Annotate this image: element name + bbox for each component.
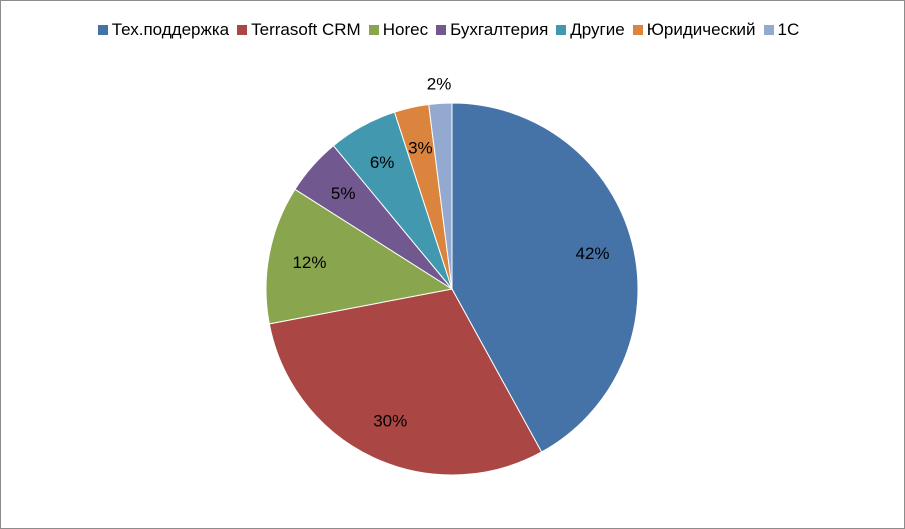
legend-swatch: [763, 25, 774, 35]
legend-label: Бухгалтерия: [450, 20, 549, 39]
data-label: 30%: [373, 411, 407, 430]
data-label: 6%: [370, 153, 395, 172]
pie-slice: [451, 102, 639, 453]
legend-swatch: [97, 25, 108, 35]
legend-label: Тех.поддержка: [111, 20, 230, 39]
data-label: 5%: [331, 184, 356, 203]
legend-item: Другие: [556, 20, 625, 40]
legend-label: 1С: [777, 20, 800, 39]
legend-item: Terrasoft CRM: [237, 20, 361, 40]
legend-item: 1С: [763, 20, 800, 40]
legend-label: Terrasoft CRM: [251, 20, 361, 39]
legend-item: Тех.поддержка: [97, 20, 230, 40]
legend-label: Другие: [570, 20, 625, 39]
legend-swatch: [368, 25, 379, 35]
data-label: 3%: [408, 138, 433, 157]
legend-label: Horec: [382, 20, 429, 39]
legend-label: Юридический: [646, 20, 756, 39]
pie-slice: [268, 288, 543, 476]
legend-item: Бухгалтерия: [436, 20, 548, 40]
chart-legend: Тех.поддержка Terrasoft CRM Horec Бухгалтер…: [0, 20, 905, 40]
data-label: 2%: [427, 74, 452, 93]
legend-swatch: [436, 25, 447, 35]
legend-swatch: [556, 25, 567, 35]
pie-slice: [265, 188, 454, 325]
pie-slice: [428, 102, 453, 290]
data-label: 42%: [576, 244, 610, 263]
legend-swatch: [237, 25, 248, 35]
legend-item: Юридический: [632, 20, 756, 40]
legend-swatch: [632, 25, 643, 35]
data-label: 12%: [292, 253, 326, 272]
legend-item: Horec: [368, 20, 429, 40]
